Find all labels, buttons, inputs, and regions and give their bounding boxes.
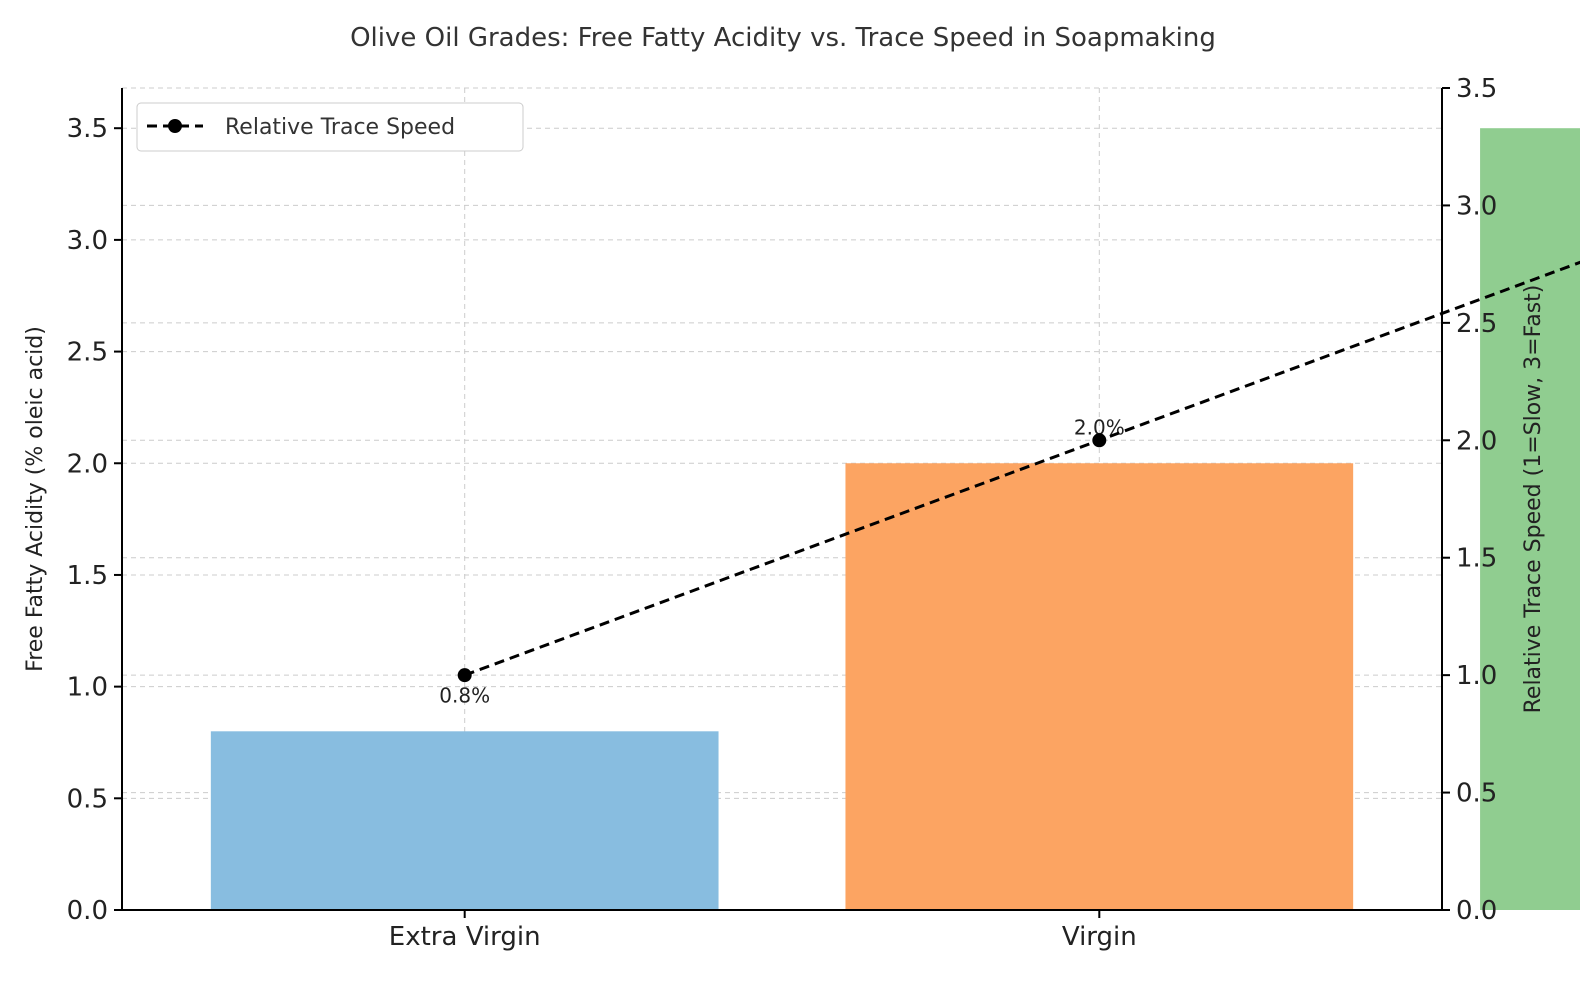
y-tick-label-right: 3.5 — [1456, 74, 1497, 104]
bar-pomace — [1480, 128, 1580, 910]
y-tick-label-right: 2.5 — [1456, 309, 1497, 339]
x-tick-label: Extra Virgin — [389, 922, 541, 952]
y-tick-label-left: 1.5 — [67, 561, 108, 591]
y-tick-label-left: 3.0 — [67, 226, 108, 256]
y-axis-label-right: Relative Trace Speed (1=Slow, 3=Fast) — [1521, 285, 1546, 714]
y-tick-label-left: 1.0 — [67, 673, 108, 703]
y-tick-label-left: 3.5 — [67, 114, 108, 144]
trace-speed-point — [457, 668, 472, 683]
y-tick-label-left: 2.5 — [67, 338, 108, 368]
y-tick-label-left: 0.0 — [67, 896, 108, 926]
bar-virgin — [845, 463, 1354, 910]
legend-box — [136, 102, 524, 152]
chart-title: Olive Oil Grades: Free Fatty Acidity vs.… — [350, 23, 1216, 53]
axes: 0.0 0.5 1.0 1.5 2.0 2.5 3.0 3.5 0.0 0.5 1.0 1.5 2.0 2… — [67, 74, 1498, 952]
y-tick-label-right: 2.0 — [1456, 426, 1497, 456]
trace-speed-line — [457, 260, 1580, 683]
y-tick-label-left: 2.0 — [67, 449, 108, 479]
y-axis-label-left: Free Fatty Acidity (% oleic acid) — [23, 326, 48, 672]
y-tick-label-right: 1.5 — [1456, 544, 1497, 574]
data-label: 0.8% — [439, 683, 490, 707]
y-tick-label-right: 3.0 — [1456, 191, 1497, 221]
bar-extra-virgin — [210, 731, 719, 910]
legend: Relative Trace Speed — [136, 102, 524, 152]
legend-label: Relative Trace Speed — [225, 115, 455, 140]
y-tick-label-right: 1.0 — [1456, 661, 1497, 691]
y-tick-label-right: 0.0 — [1456, 896, 1497, 926]
legend-marker — [168, 119, 182, 133]
y-tick-label-right: 0.5 — [1456, 779, 1497, 809]
bars — [210, 128, 1580, 910]
y-tick-label-left: 0.5 — [67, 784, 108, 814]
trace-speed-point — [1092, 433, 1107, 448]
x-tick-label: Virgin — [1062, 922, 1137, 952]
